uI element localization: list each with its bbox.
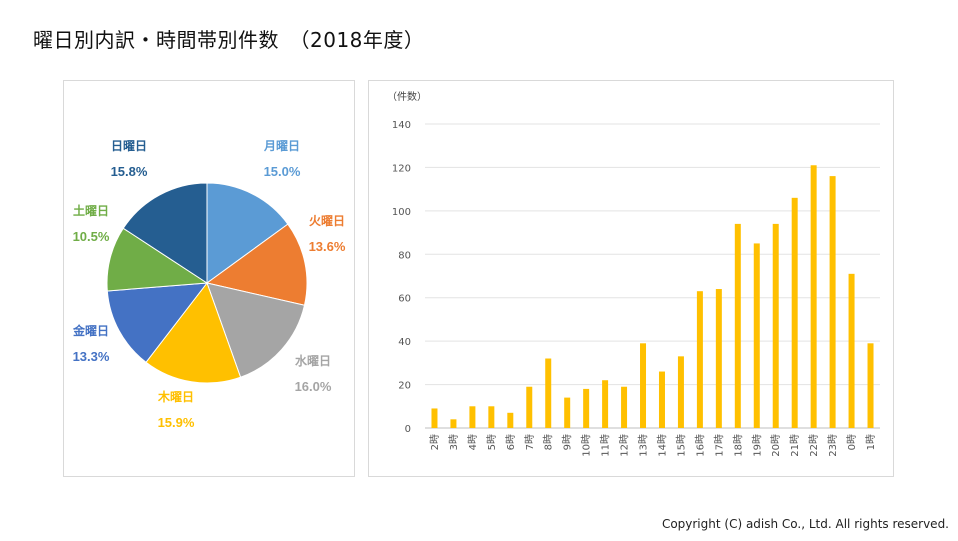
bar [431,408,438,428]
bar [658,371,665,428]
x-tick-label: 5時 [486,434,498,450]
x-tick-label: 3時 [448,434,460,450]
bar [488,406,495,428]
bar [867,343,874,428]
bar [753,243,760,428]
pie-percent-label: 15.8% [111,164,148,179]
x-tick-label: 7時 [524,434,536,450]
bar [715,289,722,428]
bar [734,223,741,428]
x-tick-label: 14時 [656,434,668,457]
x-tick-label: 9時 [562,434,574,450]
y-tick-label: 60 [398,294,411,305]
x-tick-label: 19時 [751,434,763,457]
pie-category-label: 月曜日 [263,139,300,153]
pie-percent-label: 15.9% [158,415,195,430]
bar [621,386,628,428]
y-tick-label: 40 [398,337,411,348]
x-tick-label: 1時 [865,434,877,450]
bar [526,386,533,428]
bar [469,406,476,428]
page-title: 曜日別内訳・時間帯別件数 （2018年度） [33,28,425,52]
bar [677,356,684,428]
pie-slice [145,281,242,384]
bar [772,223,779,428]
pie-slice [206,282,306,378]
x-tick-label: 12時 [619,434,631,457]
bar [583,388,590,428]
x-tick-label: 23時 [827,434,839,457]
y-tick-label: 120 [392,163,411,174]
pie-category-label: 水曜日 [295,353,331,368]
y-axis-unit-label: （件数） [387,90,427,103]
bar [640,343,647,428]
x-tick-label: 17時 [713,434,725,457]
x-tick-label: 13時 [638,434,650,457]
weekday-pie-chart-panel: 月曜日 15.0% 火曜日 13.6% 水曜日 16.0% 木曜日 15.9% 金曜日 13.3%… [63,80,355,477]
bar [810,165,817,428]
pie-category-label: 土曜日 [73,203,109,218]
y-tick-label: 140 [392,120,411,131]
bar [450,419,457,428]
pie-percent-label: 16.0% [295,379,332,394]
pie-category-label: 日曜日 [111,139,147,153]
pie-percent-label: 13.3% [73,349,110,364]
pie-category-label: 金曜日 [72,323,109,338]
x-tick-label: 8時 [543,434,555,450]
y-tick-label: 100 [392,207,411,218]
y-tick-label: 20 [398,381,411,392]
x-tick-label: 21時 [789,434,801,457]
bar [564,397,571,428]
bar [545,358,552,428]
x-tick-label: 2時 [429,434,441,450]
x-tick-label: 4時 [467,434,479,450]
copyright-text: Copyright (C) adish Co., Ltd. All rights… [661,517,949,531]
x-tick-label: 10時 [581,434,593,457]
x-tick-label: 16時 [694,434,706,457]
pie-slice [122,182,208,284]
bar [829,176,836,428]
pie-percent-label: 13.6% [309,239,346,254]
pie-slice [205,223,308,306]
hourly-bar-chart-panel: （件数） 0 20 40 60 80 100 120 140 2時 3時 4時 5時 6時 7時 8時 9時 10… [368,80,894,477]
pie-percent-label: 15.0% [264,164,301,179]
x-tick-label: 0時 [846,434,858,450]
x-tick-label: 22時 [808,434,820,457]
x-tick-label: 6時 [505,434,517,450]
pie-slice [206,182,289,284]
x-tick-label: 15時 [675,434,687,457]
y-tick-label: 80 [398,250,411,261]
x-tick-label: 11時 [600,434,612,457]
x-tick-label: 20時 [770,434,782,457]
y-tick-label: 0 [405,424,411,435]
hourly-bar-chart: （件数） 0 20 40 60 80 100 120 140 2時 3時 4時 5時 6時 7時 8時 9時 10… [387,90,880,457]
bar [507,412,514,428]
pie-percent-label: 10.5% [73,229,110,244]
pie-category-label: 火曜日 [309,214,345,228]
pie-category-label: 木曜日 [157,389,194,404]
bar [602,380,609,428]
pie-slice [106,282,209,363]
weekday-pie-chart: 月曜日 15.0% 火曜日 13.6% 水曜日 16.0% 木曜日 15.9% 金曜日 13.3%… [72,139,346,430]
bar [791,197,798,428]
bar [848,273,855,428]
x-tick-label: 18時 [732,434,744,457]
bar [696,291,703,428]
